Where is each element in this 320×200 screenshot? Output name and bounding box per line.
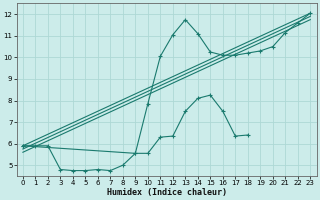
X-axis label: Humidex (Indice chaleur): Humidex (Indice chaleur) (107, 188, 227, 197)
